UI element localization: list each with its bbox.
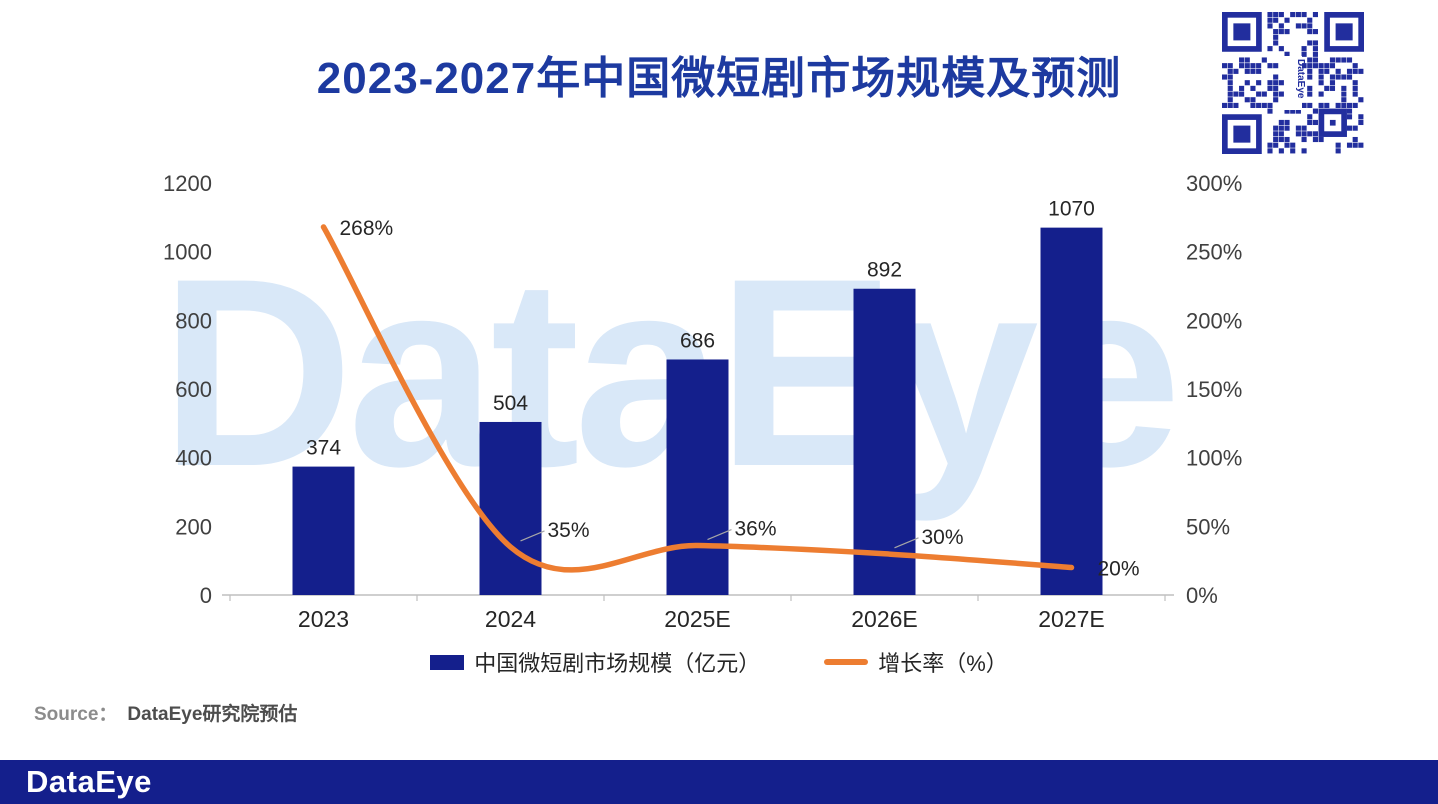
bar-label: 686: [680, 329, 715, 352]
bar-series: 374 504 686 892 1070: [292, 198, 1103, 595]
qr-code: DataEye: [1222, 12, 1364, 154]
bar-swatch: [430, 654, 465, 670]
bar-label: 504: [493, 392, 528, 415]
legend-item-bar: 中国微短剧市场规模（亿元）: [430, 646, 760, 678]
svg-text:268%: 268%: [340, 217, 394, 240]
svg-text:250%: 250%: [1186, 240, 1242, 265]
bar-2023: [292, 466, 355, 595]
chart-title: 2023-2027年中国微短剧市场规模及预测: [316, 54, 1122, 103]
svg-text:200%: 200%: [1186, 308, 1242, 333]
svg-text:800: 800: [175, 308, 212, 333]
bar-label: 374: [306, 437, 341, 460]
bar-2027E: [1040, 227, 1103, 595]
svg-text:1200: 1200: [163, 171, 212, 196]
svg-text:50%: 50%: [1186, 514, 1230, 539]
svg-text:100%: 100%: [1186, 446, 1242, 471]
legend-label-line: 增长率（%）: [878, 651, 1008, 676]
line-swatch: [824, 659, 869, 665]
svg-text:400: 400: [175, 446, 212, 471]
growth-line: [320, 224, 1075, 573]
bar-label: 1070: [1048, 198, 1095, 221]
dataeye-logo: DataEye: [26, 764, 152, 799]
bar-2024: [479, 421, 542, 595]
svg-text:2025E: 2025E: [664, 606, 731, 632]
svg-text:1000: 1000: [163, 240, 212, 265]
line-labels: 268% 35% 36% 30% 20%: [340, 217, 1140, 581]
svg-text:600: 600: [175, 377, 212, 402]
bar-label: 892: [867, 259, 902, 282]
legend-item-line: 增长率（%）: [824, 646, 1008, 678]
bar-2025E: [666, 359, 729, 595]
qr-brand-label: DataEye: [1295, 59, 1306, 99]
svg-text:2027E: 2027E: [1038, 606, 1105, 632]
svg-text:2026E: 2026E: [851, 606, 918, 632]
svg-text:30%: 30%: [922, 526, 964, 549]
axis-ticks: 0 200 400 600 800 1000 1200 0% 50% 100% 150% 200% 25…: [163, 171, 1242, 608]
legend-label-bar: 中国微短剧市场规模（亿元）: [474, 651, 761, 676]
svg-text:150%: 150%: [1186, 377, 1242, 402]
x-axis-labels: 2023 2024 2025E 2026E 2027E: [298, 606, 1105, 632]
svg-text:36%: 36%: [735, 518, 777, 541]
svg-text:2023: 2023: [298, 606, 349, 632]
combo-chart: 0 200 400 600 800 1000 1200 0% 50% 100% 150% 200% 25…: [163, 171, 1242, 632]
bar-2026E: [853, 288, 916, 595]
footer-bar: DataEye: [0, 760, 1438, 804]
source-note: Source： DataEye研究院预估: [34, 699, 297, 726]
svg-text:2024: 2024: [485, 606, 536, 632]
svg-text:0%: 0%: [1186, 583, 1218, 608]
legend: 中国微短剧市场规模（亿元） 增长率（%）: [0, 646, 1438, 678]
svg-text:0: 0: [200, 583, 212, 608]
source-prefix: Source：: [34, 704, 118, 725]
svg-text:200: 200: [175, 514, 212, 539]
source-text: DataEye研究院预估: [127, 704, 298, 725]
svg-text:35%: 35%: [548, 519, 590, 542]
svg-text:300%: 300%: [1186, 171, 1242, 196]
svg-text:20%: 20%: [1098, 558, 1140, 581]
